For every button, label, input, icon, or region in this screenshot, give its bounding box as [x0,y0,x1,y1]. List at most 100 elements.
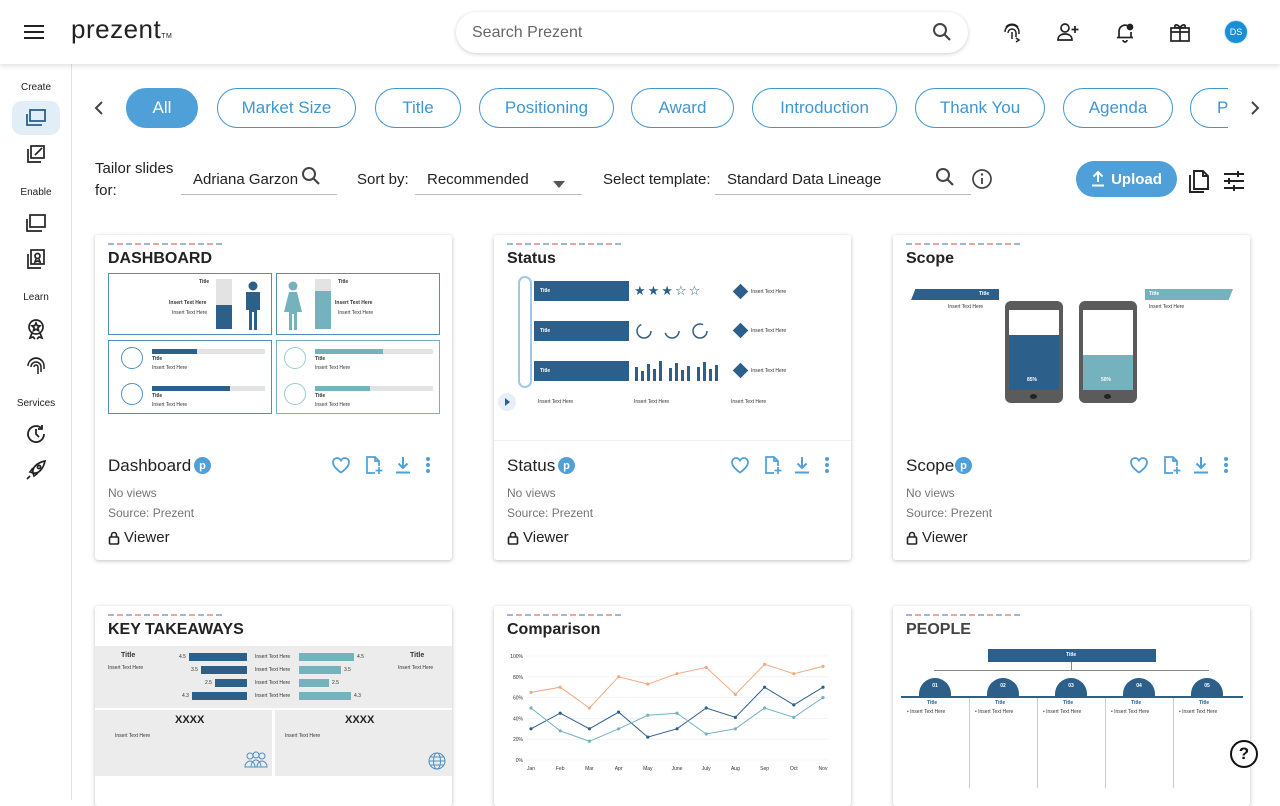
series-point [646,735,650,739]
chevron-down-icon[interactable] [553,175,565,193]
fingerprint-learn-icon[interactable] [24,354,48,378]
series-point [763,706,767,710]
help-button[interactable]: ? [1230,740,1258,768]
slide-thumbnail[interactable]: PEOPLE Title 01 Title • Insert Text Here 02… [893,606,1250,806]
chip-award[interactable]: Award [631,88,734,128]
slide-card-scope[interactable]: Scope Title Insert Text Here Title Inser… [893,235,1250,560]
info-icon[interactable] [971,168,993,195]
chip-positioning[interactable]: Positioning [479,88,614,128]
rocket-icon[interactable] [24,458,48,482]
chips-scroll-right-icon[interactable] [1243,96,1267,120]
org-member: 03 Title • Insert Text Here [1041,670,1106,790]
slide-card-dashboard[interactable]: DASHBOARD Title Insert Text Here Insert … [95,235,452,560]
slide-card-key-takeaways[interactable]: KEY TAKEAWAYS Title Insert Text Here Tit… [95,606,452,806]
chip-all[interactable]: All [126,88,198,128]
sort-select[interactable]: Recommended [415,161,582,195]
thumb-divider [494,440,851,441]
gift-icon[interactable] [1168,20,1192,44]
series-point [821,696,825,700]
thumb-insert-text: Insert Text Here [948,304,984,310]
slide-thumbnail[interactable]: DASHBOARD Title Insert Text Here Insert … [95,235,452,440]
award-icon[interactable] [24,317,48,341]
copy-slides-icon[interactable] [1187,169,1211,200]
slide-thumbnail[interactable]: Comparison 100% 80% 60% 40% 20% 0% Jan Feb Mar Ap… [494,606,851,806]
slides-library-icon[interactable] [24,106,48,130]
avatar[interactable]: DS [1224,20,1248,44]
slide-card-comparison[interactable]: Comparison 100% 80% 60% 40% 20% 0% Jan Feb Mar Ap… [494,606,851,806]
prezent-logo[interactable]: prezentTM [71,14,172,45]
slide-thumbnail[interactable]: Status Title ★★★☆☆ Title Title Insert Te… [494,235,851,441]
slide-thumbnail[interactable]: KEY TAKEAWAYS Title Insert Text Here Tit… [95,606,452,806]
thumb-insert-text: Insert Text Here [398,665,434,671]
chip-introduction[interactable]: Introduction [752,88,897,128]
thumb-status-bar [534,321,629,341]
template-field[interactable]: Standard Data Lineage [715,161,971,195]
add-to-deck-icon[interactable] [1161,454,1183,476]
thumbnail-header-dashes [507,243,622,245]
edit-slide-icon[interactable] [24,142,48,166]
download-icon[interactable] [392,454,414,476]
chip-partial[interactable]: P [1190,88,1228,128]
search-bar[interactable] [456,12,968,53]
chip-market-size[interactable]: Market Size [217,88,356,128]
org-separator [969,698,970,788]
kt-bar [299,666,341,674]
best-practices-icon[interactable] [24,247,48,271]
add-user-icon[interactable] [1056,20,1080,44]
chips-scroll-left-icon[interactable] [87,96,111,120]
menu-icon[interactable] [24,22,48,42]
series-point [617,675,621,679]
more-options-icon[interactable] [1215,454,1237,476]
card-title[interactable]: Dashboard [108,456,192,475]
series-line [530,663,824,709]
favorite-icon[interactable] [729,454,751,476]
download-icon[interactable] [1190,454,1212,476]
favorite-icon[interactable] [1128,454,1150,476]
card-title[interactable]: Scope [906,456,955,475]
chip-agenda[interactable]: Agenda [1063,88,1173,128]
search-input[interactable] [472,21,912,45]
org-separator [1173,698,1174,788]
chip-title[interactable]: Title [375,88,461,128]
favorite-icon[interactable] [330,454,352,476]
more-options-icon[interactable] [417,454,439,476]
thumb-bar-bg [383,349,433,354]
woman-icon [284,281,302,330]
tailor-slides-field[interactable]: Adriana Garzon ( [181,161,337,195]
more-options-icon[interactable] [816,454,838,476]
advanced-filter-icon[interactable] [1222,170,1246,197]
kt-bar [299,653,354,661]
notification-bell-icon[interactable] [1113,20,1137,44]
series-point [558,729,562,733]
slide-card-people[interactable]: PEOPLE Title 01 Title • Insert Text Here 02… [893,606,1250,806]
card-title[interactable]: Status [507,456,556,475]
org-member-text: • Insert Text Here [907,709,946,715]
template-label: Select template: [603,171,711,188]
template-search-icon[interactable] [935,167,955,192]
series-point [529,706,533,710]
folder-icon[interactable] [24,211,48,235]
xxxx-text: XXXX [345,714,375,726]
sidebar-label-enable: Enable [20,187,52,198]
history-icon[interactable] [24,422,48,446]
series-point [763,685,767,689]
thumbnail-title: KEY TAKEAWAYS [108,621,244,638]
audience-search-icon[interactable] [301,166,321,191]
upload-button[interactable]: Upload [1076,161,1177,197]
slide-thumbnail[interactable]: Scope Title Insert Text Here Title Inser… [893,235,1250,440]
fingerprint-icon[interactable] [1000,20,1024,44]
download-icon[interactable] [791,454,813,476]
series-point [704,665,708,670]
thumb-insert-text: Insert Text Here [255,680,291,686]
slide-card-status[interactable]: Status Title ★★★☆☆ Title Title Insert Te… [494,235,851,560]
add-to-deck-icon[interactable] [762,454,784,476]
org-member: 04 Title • Insert Text Here [1109,670,1174,790]
add-to-deck-icon[interactable] [363,454,385,476]
chip-thank-you[interactable]: Thank You [915,88,1045,128]
series-point [821,664,825,668]
x-tick-label: Jan [527,766,535,772]
series-point [646,682,650,686]
thumbnail-title: PEOPLE [906,621,971,638]
series-point [704,706,708,710]
search-icon[interactable] [932,22,952,47]
